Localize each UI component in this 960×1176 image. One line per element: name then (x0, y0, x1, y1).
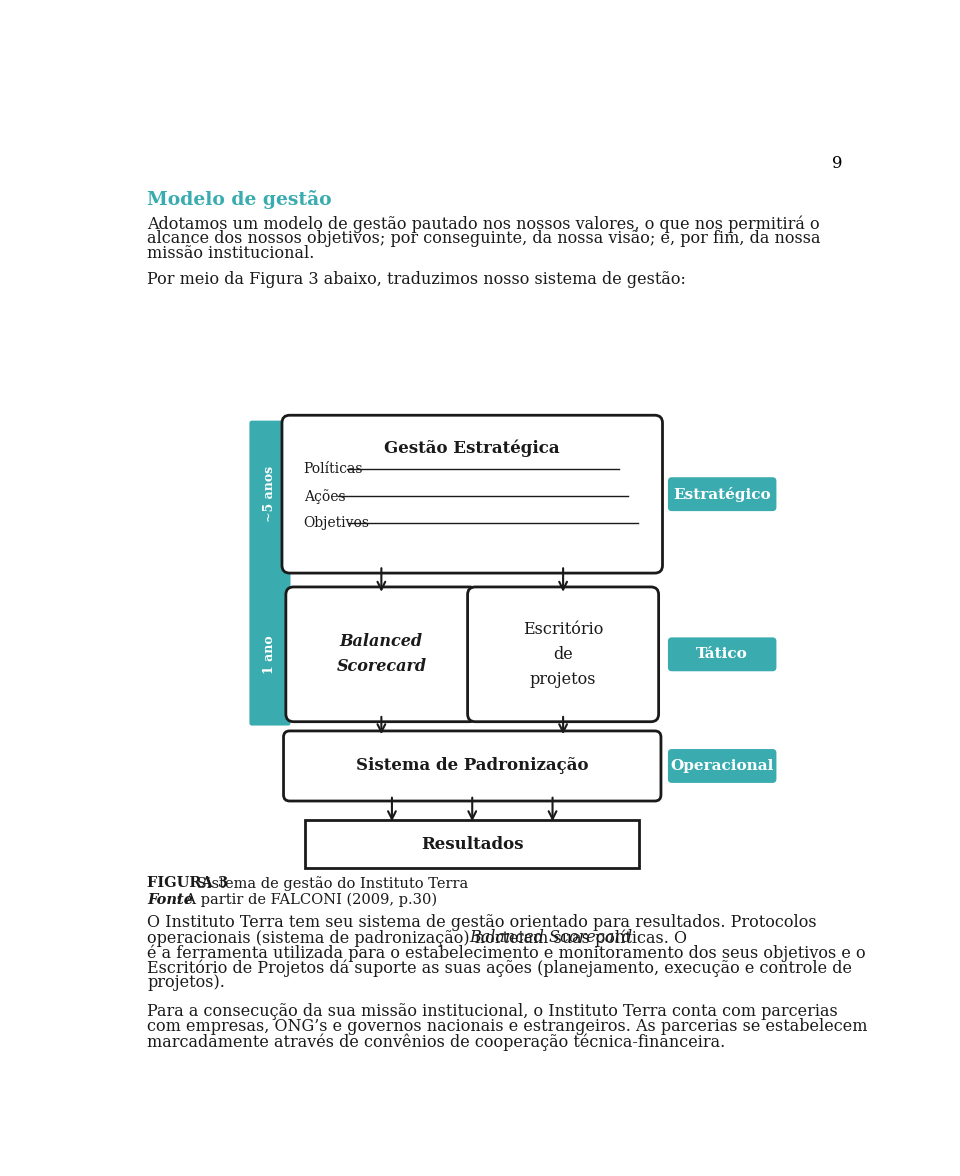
FancyBboxPatch shape (468, 587, 659, 722)
Text: Operacional: Operacional (670, 759, 774, 773)
FancyBboxPatch shape (283, 731, 660, 801)
FancyBboxPatch shape (286, 587, 477, 722)
FancyBboxPatch shape (282, 415, 662, 573)
FancyBboxPatch shape (668, 637, 777, 671)
Text: Objetivos: Objetivos (303, 516, 370, 530)
Text: Ações: Ações (303, 489, 346, 503)
FancyBboxPatch shape (305, 821, 639, 868)
Text: Adotamos um modelo de gestão pautado nos nossos valores, o que nos permitirá o: Adotamos um modelo de gestão pautado nos… (147, 215, 820, 233)
Text: alcance dos nossos objetivos; por conseguinte, da nossa visão; e, por fim, da no: alcance dos nossos objetivos; por conseg… (147, 230, 821, 247)
Text: operacionais (sistema de padronização) norteiam suas políticas. O: operacionais (sistema de padronização) n… (147, 929, 692, 947)
Text: 9: 9 (831, 155, 842, 172)
Text: Resultados: Resultados (421, 836, 523, 853)
Text: marcadamente através de convênios de cooperação técnica-financeira.: marcadamente através de convênios de coo… (147, 1034, 726, 1050)
Text: ~5 anos: ~5 anos (263, 466, 276, 522)
Text: com empresas, ONG’s e governos nacionais e estrangeiros. As parcerias se estabel: com empresas, ONG’s e governos nacionais… (147, 1018, 868, 1035)
Text: : A partir de FALCONI (2009, p.30): : A partir de FALCONI (2009, p.30) (176, 893, 437, 907)
Text: O Instituto Terra tem seu sistema de gestão orientado para resultados. Protocolo: O Instituto Terra tem seu sistema de ges… (147, 914, 817, 931)
Text: 1 dia: 1 dia (263, 749, 276, 783)
Text: Modelo de gestão: Modelo de gestão (147, 191, 332, 209)
Text: 1 ano: 1 ano (263, 635, 276, 674)
FancyBboxPatch shape (668, 749, 777, 783)
Text: Fonte: Fonte (147, 893, 193, 907)
Text: Para a consecução da sua missão institucional, o Instituto Terra conta com parce: Para a consecução da sua missão instituc… (147, 1003, 838, 1020)
Text: Estratégico: Estratégico (673, 487, 771, 502)
Text: Gestão Estratégica: Gestão Estratégica (384, 440, 560, 457)
Text: Balanced
Scorecard: Balanced Scorecard (336, 634, 426, 675)
Text: FIGURA 3: FIGURA 3 (147, 876, 228, 890)
Text: Sistema de Padronização: Sistema de Padronização (356, 757, 588, 775)
Text: projetos).: projetos). (147, 974, 225, 991)
Text: missão institucional.: missão institucional. (147, 245, 315, 262)
Text: Escritório
de
projetos: Escritório de projetos (523, 621, 603, 688)
Text: Sistema de gestão do Instituto Terra: Sistema de gestão do Instituto Terra (192, 876, 468, 890)
FancyBboxPatch shape (250, 421, 291, 726)
Text: Por meio da Figura 3 abaixo, traduzimos nosso sistema de gestão:: Por meio da Figura 3 abaixo, traduzimos … (147, 270, 686, 288)
Text: Políticas: Políticas (303, 462, 363, 476)
Text: Tático: Tático (696, 647, 748, 661)
Text: é a ferramenta utilizada para o estabelecimento e monitoramento dos seus objetiv: é a ferramenta utilizada para o estabele… (147, 944, 866, 962)
Text: Balanced Scorecard: Balanced Scorecard (469, 929, 633, 947)
FancyBboxPatch shape (668, 477, 777, 512)
Text: Escritório de Projetos dá suporte as suas ações (planejamento, execução e contro: Escritório de Projetos dá suporte as sua… (147, 960, 852, 977)
